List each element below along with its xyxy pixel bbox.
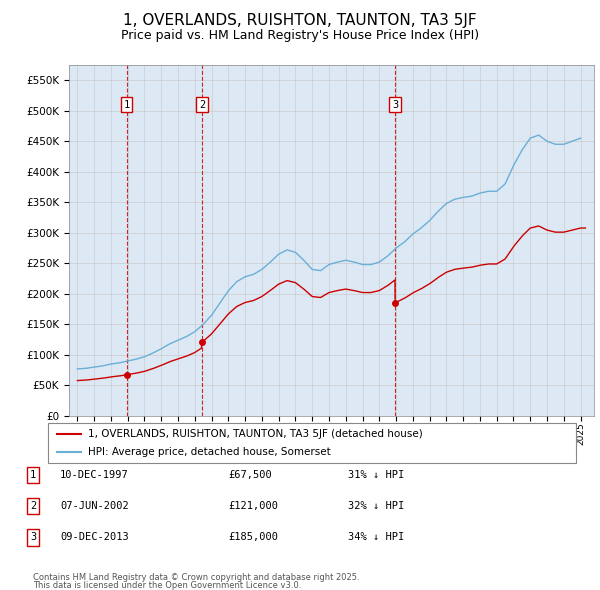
FancyBboxPatch shape (48, 423, 576, 463)
Text: 32% ↓ HPI: 32% ↓ HPI (348, 502, 404, 511)
Text: Contains HM Land Registry data © Crown copyright and database right 2025.: Contains HM Land Registry data © Crown c… (33, 572, 359, 582)
Text: 3: 3 (392, 100, 398, 110)
Text: 2: 2 (30, 502, 36, 511)
Text: 09-DEC-2013: 09-DEC-2013 (60, 533, 129, 542)
Text: 1: 1 (124, 100, 130, 110)
Text: Price paid vs. HM Land Registry's House Price Index (HPI): Price paid vs. HM Land Registry's House … (121, 29, 479, 42)
Text: £185,000: £185,000 (228, 533, 278, 542)
Text: £67,500: £67,500 (228, 470, 272, 480)
Text: 31% ↓ HPI: 31% ↓ HPI (348, 470, 404, 480)
Text: 10-DEC-1997: 10-DEC-1997 (60, 470, 129, 480)
Text: 1, OVERLANDS, RUISHTON, TAUNTON, TA3 5JF (detached house): 1, OVERLANDS, RUISHTON, TAUNTON, TA3 5JF… (88, 430, 422, 440)
Text: This data is licensed under the Open Government Licence v3.0.: This data is licensed under the Open Gov… (33, 581, 301, 590)
Text: HPI: Average price, detached house, Somerset: HPI: Average price, detached house, Some… (88, 447, 331, 457)
Text: 07-JUN-2002: 07-JUN-2002 (60, 502, 129, 511)
Text: £121,000: £121,000 (228, 502, 278, 511)
Text: 1: 1 (30, 470, 36, 480)
Text: 3: 3 (30, 533, 36, 542)
Text: 1, OVERLANDS, RUISHTON, TAUNTON, TA3 5JF: 1, OVERLANDS, RUISHTON, TAUNTON, TA3 5JF (123, 13, 477, 28)
Text: 34% ↓ HPI: 34% ↓ HPI (348, 533, 404, 542)
Text: 2: 2 (199, 100, 205, 110)
